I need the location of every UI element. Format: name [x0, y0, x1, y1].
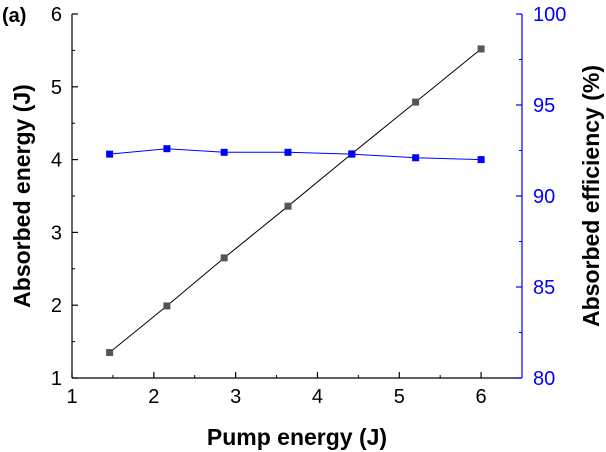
x-tick-label: 6 — [476, 386, 487, 408]
x-tick-label: 4 — [312, 386, 323, 408]
y-tick-label: 6 — [51, 4, 62, 26]
series-1-point — [477, 45, 485, 53]
x-tick-label: 3 — [230, 386, 241, 408]
series-2-point — [106, 150, 114, 158]
y2-tick-label: 85 — [533, 277, 555, 299]
series-2-point — [412, 154, 420, 162]
series-2-point — [163, 145, 171, 153]
series-1-point — [284, 202, 292, 210]
y-tick-label: 5 — [51, 77, 62, 99]
y2-axis-title: Absorbed efficiency (%) — [578, 65, 604, 327]
x-axis-title: Pump energy (J) — [207, 424, 387, 450]
x-tick-label: 2 — [148, 386, 159, 408]
y-tick-label: 1 — [51, 368, 62, 390]
y-tick-label: 2 — [51, 295, 62, 317]
y2-tick-label: 80 — [533, 368, 555, 390]
y-axis-title: Absorbed energy (J) — [9, 84, 35, 308]
series-2-point — [477, 156, 485, 164]
y2-tick-label: 95 — [533, 95, 555, 117]
y2-tick-label: 90 — [533, 186, 555, 208]
series-1-point — [412, 98, 420, 106]
y-tick-label: 4 — [51, 150, 62, 172]
series-2-point — [348, 150, 356, 158]
series-2-point — [220, 148, 228, 156]
series-1-point — [220, 254, 228, 262]
y2-tick-label: 100 — [533, 4, 566, 26]
series-1-point — [106, 349, 114, 357]
plot-area: 1 2 3 4 5 6 1 2 3 4 5 6 80 85 90 95 100 — [51, 4, 567, 408]
series-2-point — [284, 148, 292, 156]
series-1-point — [163, 302, 171, 310]
x-tick-label: 5 — [394, 386, 405, 408]
panel-label: (a) — [2, 5, 26, 27]
y-tick-label: 3 — [51, 222, 62, 244]
x-tick-label: 1 — [66, 386, 77, 408]
